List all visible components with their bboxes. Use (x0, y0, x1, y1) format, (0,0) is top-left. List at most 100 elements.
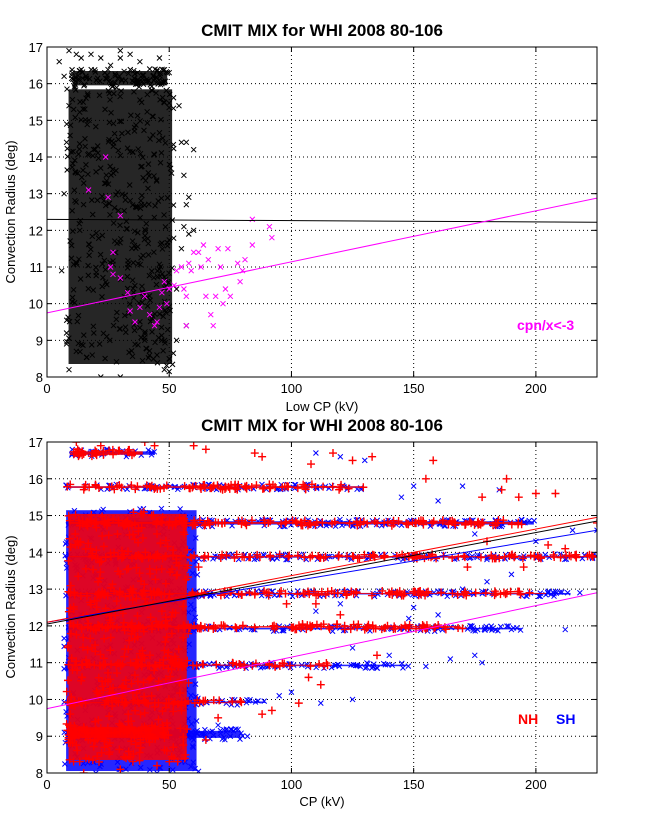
data-point (63, 341, 70, 347)
data-point (237, 516, 246, 525)
data-point (127, 308, 133, 314)
data-point (69, 757, 78, 766)
data-point (476, 553, 485, 562)
data-point (572, 550, 581, 559)
data-point (104, 446, 113, 455)
data-point (85, 151, 91, 158)
data-point (252, 699, 259, 705)
data-point (192, 614, 199, 621)
y-tick-label: 8 (36, 766, 43, 781)
data-point (201, 696, 210, 705)
data-point (70, 148, 76, 155)
data-point (293, 484, 302, 493)
data-point (188, 267, 195, 274)
data-point (158, 505, 165, 512)
data-point (85, 187, 92, 193)
data-point (103, 591, 112, 600)
data-point (173, 267, 180, 274)
data-point (279, 627, 285, 634)
data-point (166, 237, 173, 243)
data-point (161, 536, 170, 545)
data-point (203, 516, 212, 525)
data-point (200, 521, 209, 530)
data-point (111, 238, 118, 244)
data-point (102, 106, 108, 113)
data-point (86, 241, 92, 247)
data-point (234, 260, 241, 267)
data-point (139, 587, 148, 596)
data-point (267, 706, 276, 715)
data-point (194, 571, 201, 578)
data-point (280, 627, 287, 634)
data-point (132, 203, 139, 210)
data-point (237, 736, 243, 742)
data-point (149, 313, 156, 319)
data-point (495, 627, 501, 634)
data-point (371, 593, 378, 600)
data-point (77, 624, 86, 633)
data-point (88, 551, 97, 560)
data-point (212, 293, 219, 300)
data-point (154, 359, 161, 366)
data-point (169, 361, 176, 368)
data-point (112, 623, 121, 632)
data-point (170, 754, 179, 763)
data-point (144, 303, 151, 309)
data-point (300, 553, 309, 562)
data-point (471, 588, 480, 597)
data-point (112, 597, 121, 606)
data-point (164, 242, 171, 249)
data-point (80, 342, 86, 349)
data-point (64, 607, 73, 616)
data-point (96, 92, 103, 99)
data-point (342, 552, 351, 561)
data-point (460, 553, 469, 562)
data-point (190, 551, 199, 560)
data-point (174, 624, 183, 633)
data-point (199, 731, 206, 738)
data-point (478, 493, 487, 502)
data-point (164, 664, 173, 673)
data-point (150, 698, 159, 707)
fit-line (47, 520, 597, 625)
data-point (472, 628, 479, 634)
data-point (189, 442, 198, 450)
data-point (73, 348, 80, 355)
data-point (66, 366, 72, 373)
data-point (115, 446, 124, 455)
data-point (405, 615, 412, 622)
data-point (116, 765, 125, 773)
data-point (86, 117, 92, 124)
data-point (118, 276, 124, 283)
data-point (107, 96, 113, 103)
data-point (102, 696, 111, 705)
data-point (317, 700, 324, 706)
data-point (76, 227, 83, 234)
data-point (69, 447, 78, 456)
data-point (83, 645, 92, 654)
data-point (569, 527, 576, 534)
data-point (93, 752, 102, 761)
data-point (152, 565, 161, 574)
data-point (92, 603, 101, 612)
data-point (551, 593, 557, 600)
data-point (559, 589, 565, 596)
data-point (66, 543, 75, 552)
data-point (158, 621, 167, 630)
data-point (71, 530, 80, 539)
data-point (302, 625, 311, 634)
data-point (78, 673, 87, 682)
data-point (62, 687, 71, 696)
data-point (137, 764, 144, 771)
data-point (138, 201, 145, 208)
data-point (378, 522, 385, 529)
data-point (87, 246, 94, 253)
data-point (180, 662, 189, 671)
data-point (126, 621, 135, 630)
data-point (211, 518, 220, 527)
data-point (93, 230, 100, 237)
data-point (330, 517, 339, 526)
data-point (120, 697, 129, 706)
data-point (144, 120, 151, 126)
data-point (138, 533, 147, 542)
